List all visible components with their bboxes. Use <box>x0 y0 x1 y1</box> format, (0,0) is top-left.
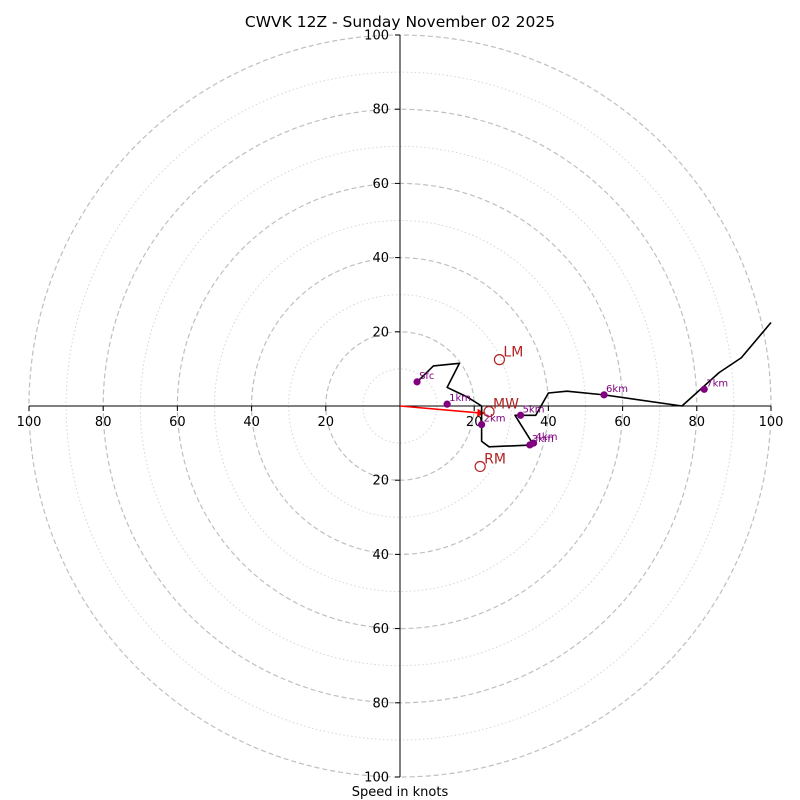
height-marker-label: 1km <box>449 393 471 404</box>
height-marker-label: 4km <box>536 432 558 443</box>
y-tick-label: 60 <box>372 622 389 637</box>
storm-motion-marker <box>474 460 486 473</box>
height-marker-dot <box>529 439 538 447</box>
storm-motion-label: RM <box>484 451 506 467</box>
storm-motion-label: MW <box>493 397 519 413</box>
tick-labels: 100 80 60 40 20 20 40 60 80 100 100 80 60 40 20 20 40 60 8… <box>17 29 784 786</box>
height-marker-dot <box>516 411 525 419</box>
storm-motion-marker <box>493 354 506 366</box>
height-marker-label: 2km <box>484 414 506 425</box>
storm-motion-markers: LM MW RM <box>474 345 523 473</box>
y-tick-label: 100 <box>364 771 389 786</box>
x-tick-label: 40 <box>540 415 557 430</box>
height-marker-dot <box>413 378 421 386</box>
height-marker-label: 5km <box>523 404 545 415</box>
storm-motion-label: LM <box>503 345 523 361</box>
height-marker-dot <box>700 385 708 393</box>
hodograph-trace-group <box>416 322 772 448</box>
height-marker-label: 6km <box>606 384 628 395</box>
hodograph-trace <box>416 322 772 448</box>
y-tick-label: 40 <box>372 548 389 563</box>
x-tick-label: 80 <box>95 415 112 430</box>
x-tick-label: 20 <box>466 415 483 430</box>
y-tick-label: 20 <box>372 325 389 340</box>
height-marker-label: 3km <box>532 434 554 445</box>
height-marker-label: 7km <box>706 378 728 389</box>
x-tick-label: 40 <box>243 415 260 430</box>
height-marker-dot <box>443 400 451 408</box>
x-tick-label: 100 <box>759 415 784 430</box>
x-tick-label: 20 <box>318 415 335 430</box>
y-tick-label: 100 <box>364 29 389 44</box>
chart-title: CWVK 12Z - Sunday November 02 2025 <box>245 13 555 31</box>
y-tick-label: 20 <box>372 474 389 489</box>
x-tick-label: 80 <box>689 415 706 430</box>
height-marker-label: Sfc <box>419 371 434 382</box>
y-tick-label: 40 <box>372 251 389 266</box>
y-tick-label: 80 <box>372 696 389 711</box>
x-axis-label: Speed in knots <box>352 785 449 800</box>
x-tick-label: 60 <box>169 415 186 430</box>
height-marker-dot <box>478 420 486 429</box>
x-tick-label: 100 <box>17 415 42 430</box>
shear-vector <box>399 405 486 415</box>
storm-motion-marker <box>483 405 495 418</box>
height-marker-dot <box>600 391 608 399</box>
x-tick-label: 60 <box>614 415 631 430</box>
y-tick-label: 80 <box>372 103 389 118</box>
y-tick-label: 60 <box>372 177 389 192</box>
